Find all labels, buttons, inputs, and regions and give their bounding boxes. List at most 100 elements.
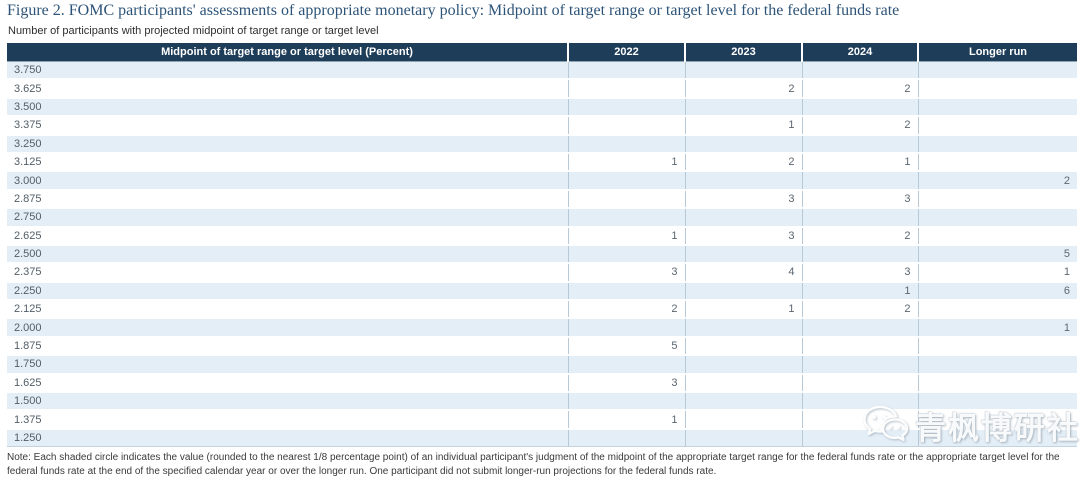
value-cell-longer-run (917, 355, 1077, 375)
rate-cell: 1.625 (7, 373, 568, 394)
value-cell-2022 (567, 189, 685, 210)
value-cell-2022 (567, 281, 685, 302)
value-cell-2022: 5 (567, 336, 685, 357)
value-cell-2023: 3 (684, 226, 802, 246)
value-cell-2024: 2 (801, 226, 918, 246)
table-row: 3.125 1 2 1 (7, 152, 1077, 173)
value-cell-2022 (567, 79, 685, 99)
value-cell-longer-run (917, 410, 1077, 430)
value-cell-2022: 1 (567, 410, 685, 430)
rate-cell: 3.375 (7, 116, 568, 136)
rate-cell: 2.875 (7, 189, 568, 210)
value-cell-2023: 2 (684, 152, 802, 173)
rate-cell: 1.750 (7, 355, 568, 375)
value-cell-2023 (684, 318, 802, 338)
value-cell-longer-run (917, 79, 1077, 99)
rate-cell: 1.375 (7, 410, 568, 430)
table-header: Midpoint of target range or target level… (7, 43, 1077, 62)
value-cell-longer-run (917, 336, 1077, 357)
value-cell-2023: 1 (684, 116, 802, 136)
rate-cell: 3.750 (7, 61, 568, 81)
value-cell-2022: 1 (567, 152, 685, 173)
table-row: 1.500 (7, 392, 1077, 412)
value-cell-2023 (684, 134, 802, 154)
table-row: 2.625 1 3 2 (7, 226, 1077, 246)
value-cell-2024 (801, 61, 918, 81)
value-cell-longer-run (917, 189, 1077, 210)
value-cell-2023 (684, 244, 802, 265)
value-cell-2022 (567, 171, 685, 191)
rate-cell: 2.250 (7, 281, 568, 302)
column-header-2023: 2023 (684, 43, 802, 62)
value-cell-longer-run (917, 208, 1077, 228)
value-cell-2023: 3 (684, 189, 802, 210)
value-cell-2022 (567, 208, 685, 228)
rate-cell: 3.500 (7, 97, 568, 118)
value-cell-2024: 1 (801, 152, 918, 173)
figure-title: Figure 2. FOMC participants' assessments… (7, 2, 900, 19)
value-cell-2022: 1 (567, 226, 685, 246)
table-row: 1.375 1 (7, 410, 1077, 430)
value-cell-2022: 2 (567, 300, 685, 320)
column-header-2024: 2024 (801, 43, 918, 62)
value-cell-2023 (684, 171, 802, 191)
value-cell-2023 (684, 392, 802, 412)
rate-cell: 1.875 (7, 336, 568, 357)
value-cell-2023 (684, 428, 802, 448)
table-row: 1.750 (7, 355, 1077, 375)
value-cell-2024 (801, 410, 918, 430)
table-row: 2.375 3 4 3 1 (7, 263, 1077, 283)
value-cell-2023 (684, 208, 802, 228)
value-cell-2022: 3 (567, 263, 685, 283)
value-cell-2022 (567, 355, 685, 375)
value-cell-2023 (684, 373, 802, 394)
rate-cell: 1.250 (7, 428, 568, 448)
table-row: 2.750 (7, 208, 1077, 228)
value-cell-2022 (567, 428, 685, 448)
figure-note: Note: Each shaded circle indicates the v… (7, 452, 1060, 477)
value-cell-longer-run: 1 (917, 263, 1077, 283)
column-header-2022: 2022 (567, 43, 685, 62)
rate-cell: 2.625 (7, 226, 568, 246)
value-cell-2024: 2 (801, 79, 918, 99)
table-row: 3.000 2 (7, 171, 1077, 191)
rate-cell: 2.500 (7, 244, 568, 265)
table-row: 3.375 1 2 (7, 116, 1077, 136)
rate-cell: 3.625 (7, 79, 568, 99)
value-cell-2023 (684, 336, 802, 357)
value-cell-2023 (684, 281, 802, 302)
value-cell-2022 (567, 318, 685, 338)
value-cell-2024 (801, 97, 918, 118)
table-row: 1.250 (7, 428, 1077, 448)
value-cell-longer-run (917, 152, 1077, 173)
rate-cell: 2.375 (7, 263, 568, 283)
value-cell-2022 (567, 116, 685, 136)
value-cell-longer-run (917, 226, 1077, 246)
projections-table: Midpoint of target range or target level… (7, 43, 1077, 448)
value-cell-2024: 2 (801, 116, 918, 136)
value-cell-longer-run (917, 97, 1077, 118)
value-cell-longer-run (917, 134, 1077, 154)
column-header-longer-run: Longer run (917, 43, 1077, 62)
value-cell-2023: 1 (684, 300, 802, 320)
table-row: 3.250 (7, 134, 1077, 154)
rate-cell: 3.125 (7, 152, 568, 173)
value-cell-2022 (567, 134, 685, 154)
value-cell-2024 (801, 244, 918, 265)
value-cell-longer-run: 6 (917, 281, 1077, 302)
value-cell-2022 (567, 392, 685, 412)
value-cell-2024 (801, 318, 918, 338)
value-cell-2024 (801, 208, 918, 228)
value-cell-2023: 4 (684, 263, 802, 283)
table-row: 2.500 5 (7, 244, 1077, 265)
rate-cell: 3.000 (7, 171, 568, 191)
value-cell-2023: 2 (684, 79, 802, 99)
value-cell-2022: 3 (567, 373, 685, 394)
value-cell-longer-run (917, 61, 1077, 81)
value-cell-2024 (801, 134, 918, 154)
value-cell-2024 (801, 373, 918, 394)
value-cell-2024 (801, 428, 918, 448)
value-cell-longer-run: 1 (917, 318, 1077, 338)
table-row: 3.625 2 2 (7, 79, 1077, 99)
